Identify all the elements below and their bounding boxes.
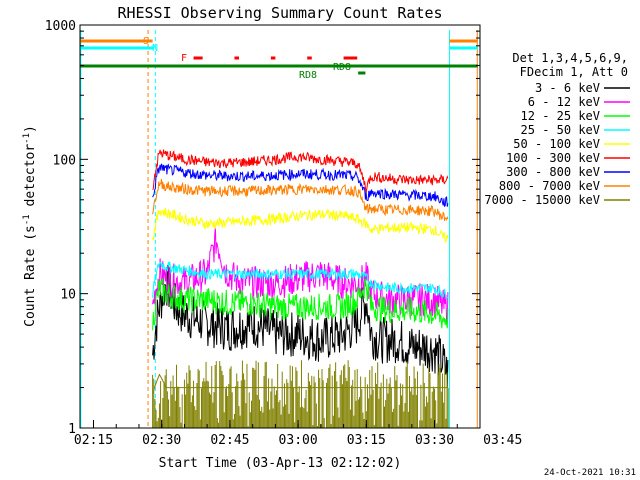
x-tick-label: 02:30 (142, 433, 181, 448)
y-axis-label: Count Rate (s-1 detector-1) (22, 125, 38, 327)
x-tick-label: 02:45 (210, 433, 249, 448)
series-line (152, 277, 449, 331)
legend-entry-label: 100 - 300 keV (506, 151, 600, 165)
series-line (152, 208, 449, 243)
footer-date: 24-Oct-2021 10:31 (544, 468, 636, 478)
y-tick-label: 1 (68, 422, 76, 437)
y-tick-label: 100 (53, 153, 76, 168)
y-axis-label-main: Count Rate (s (23, 225, 38, 327)
y-axis: 1 10 100 1000 (45, 19, 480, 437)
x-axis: 02:15 02:30 02:45 03:00 03:15 03:30 03:45 (74, 420, 522, 448)
legend-header-line-1: Det 1,3,4,5,6,9, (512, 51, 628, 65)
legend-entry-label: 25 - 50 keV (521, 123, 600, 137)
y-tick-label: 10 (60, 288, 76, 303)
legend-entry-label: 300 - 800 keV (506, 165, 600, 179)
chart-title: RHESSI Observing Summary Count Rates (117, 4, 442, 22)
series-line (152, 163, 449, 208)
y-tick-label: 1000 (45, 19, 76, 34)
series-line (152, 264, 449, 388)
x-axis-label: Start Time (03-Apr-13 02:12:02) (159, 456, 402, 471)
x-tick-label: 03:00 (279, 433, 318, 448)
legend-header-line-2: FDecim 1, Att 0 (520, 65, 628, 79)
annotation-label: RD8 (299, 70, 317, 81)
y-axis-label-sup1: -1 (22, 214, 32, 225)
series-line (152, 373, 448, 394)
x-tick-label: 03:45 (483, 433, 522, 448)
y-axis-label-sup2: -1 (22, 133, 32, 144)
legend-entry-label: 3 - 6 keV (535, 81, 600, 95)
series-line (152, 226, 449, 324)
y-axis-label-end: ) (23, 125, 38, 133)
legend-entry-label: 7000 - 15000 keV (484, 193, 600, 207)
x-tick-label: 02:15 (74, 433, 113, 448)
legend: Det 1,3,4,5,6,9, FDecim 1, Att 0 3 - 6 k… (484, 51, 630, 207)
legend-entry-label: 800 - 7000 keV (499, 179, 600, 193)
annotation-label: N (152, 43, 158, 54)
plot-area: SN F RD8 RD8 (80, 30, 481, 428)
annotation-label: S (143, 36, 149, 47)
series-line (152, 261, 449, 300)
plot-frame (79, 24, 481, 429)
legend-entry-label: 50 - 100 keV (513, 137, 600, 151)
annotation-label: RD8 (333, 62, 351, 73)
series-line (152, 178, 449, 222)
annotation-label: F (181, 53, 187, 64)
legend-entry-label: 12 - 25 keV (521, 109, 600, 123)
series-line (152, 149, 449, 194)
legend-entry-label: 6 - 12 keV (528, 95, 600, 109)
y-axis-label-mid: detector (23, 144, 38, 215)
x-tick-label: 03:15 (347, 433, 386, 448)
x-tick-label: 03:30 (415, 433, 454, 448)
